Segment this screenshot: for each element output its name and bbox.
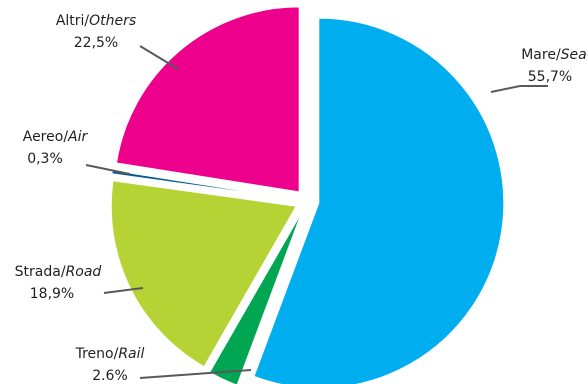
label-aereo: Aereo/Air: [23, 129, 89, 145]
label-altri-it: Altri: [56, 13, 85, 29]
pie-slice-mare: [253, 17, 505, 384]
label-aereo-en: Air: [67, 129, 88, 145]
leader-line-altri: [139, 45, 179, 70]
label-strada-en: Road: [66, 264, 102, 280]
pie-slice-altri: [115, 6, 300, 193]
leader-line-treno: [139, 369, 252, 379]
value-aereo: 0,3%: [27, 151, 63, 167]
label-strada: Strada/Road: [15, 264, 102, 280]
label-altri: Altri/Others: [56, 13, 136, 29]
label-treno: Treno/Rail: [75, 346, 145, 362]
label-mare: Mare/Sea: [521, 47, 587, 63]
leader-line-strada: [103, 287, 144, 294]
label-aereo-it: Aereo: [23, 129, 64, 145]
label-treno-en: Rail: [118, 346, 144, 362]
leader-line-aereo: [85, 164, 131, 175]
label-strada-it: Strada: [15, 264, 61, 280]
pie-slice-strada: [110, 180, 298, 368]
label-treno-it: Treno: [75, 346, 114, 362]
label-mare-en: Sea: [561, 47, 587, 63]
label-mare-it: Mare: [521, 47, 556, 63]
value-mare: 55,7%: [528, 69, 572, 85]
value-strada: 18,9%: [30, 286, 74, 302]
value-treno: 2.6%: [92, 368, 128, 384]
leader-line-mare: [490, 85, 548, 93]
label-altri-en: Others: [89, 13, 136, 29]
value-altri: 22,5%: [74, 35, 118, 51]
pie-slices: [110, 6, 505, 384]
